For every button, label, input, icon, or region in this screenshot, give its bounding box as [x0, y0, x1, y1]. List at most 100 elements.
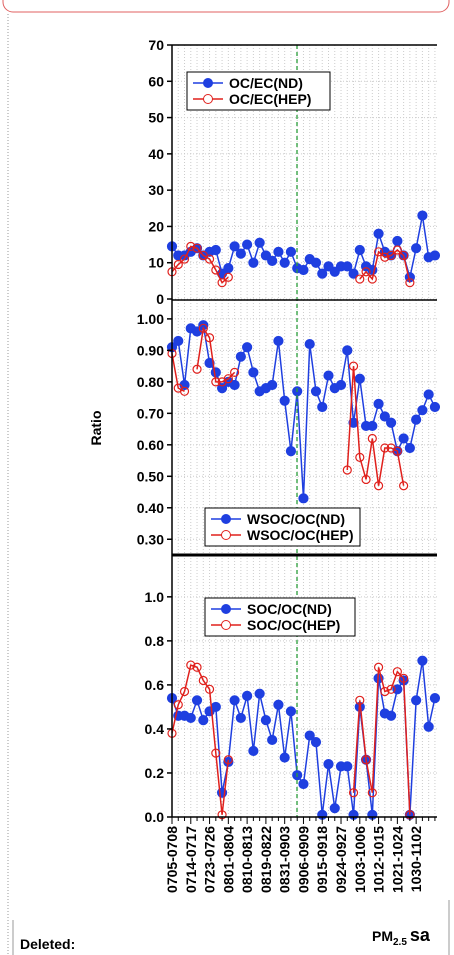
data-point: [380, 686, 390, 697]
data-point: [267, 734, 278, 746]
data-point: [179, 686, 190, 697]
data-point: [373, 398, 384, 409]
y-tick-label: 0.2: [145, 765, 165, 781]
comment-border: [2, 0, 450, 13]
x-tick-label: 0705-0708: [164, 826, 180, 893]
data-point: [235, 248, 246, 259]
x-label-sub: 2.5: [393, 937, 407, 948]
legend-marker: [221, 620, 231, 630]
data-point: [386, 684, 396, 694]
data-point: [285, 706, 297, 717]
data-point: [186, 241, 196, 251]
series-line: [171, 353, 185, 392]
plot: [166, 44, 440, 820]
data-point: [379, 411, 390, 422]
data-point: [211, 265, 221, 275]
y-tick-label: 0.70: [137, 405, 164, 421]
data-point: [192, 243, 202, 253]
data-point: [285, 246, 297, 257]
data-point: [204, 684, 215, 694]
data-point: [298, 264, 309, 276]
legend-box: [186, 71, 331, 111]
data-point: [192, 364, 202, 374]
data-point: [329, 803, 340, 814]
y-tick-label: 0.30: [137, 531, 164, 547]
deleted-note: Deleted:: [20, 936, 75, 952]
data-point: [348, 788, 359, 798]
data-point: [204, 333, 215, 343]
data-point: [298, 778, 309, 790]
data-point: [386, 250, 396, 261]
data-point: [223, 272, 233, 282]
data-point: [411, 243, 422, 254]
data-point: [355, 274, 365, 284]
data-point: [210, 367, 221, 378]
data-point: [423, 389, 434, 400]
legend-marker: [221, 514, 231, 524]
data-point: [198, 675, 208, 686]
data-point: [216, 383, 228, 394]
data-point: [192, 662, 202, 672]
x-tick-label: 1030-1102: [408, 826, 424, 892]
data-point: [173, 259, 183, 270]
data-point: [386, 417, 397, 428]
data-point: [373, 228, 384, 239]
legend-marker: [203, 94, 213, 104]
data-point: [323, 261, 334, 272]
x-tick-label: 0906-0909: [295, 826, 311, 893]
data-point: [392, 667, 402, 677]
data-point: [204, 357, 215, 369]
data-point: [173, 700, 183, 710]
data-point: [254, 688, 265, 699]
data-point: [392, 446, 402, 456]
x-tick-label: 0714-0717: [183, 826, 199, 893]
data-point: [392, 235, 403, 247]
data-point: [211, 377, 221, 387]
data-point: [342, 261, 353, 272]
data-point: [223, 755, 233, 765]
data-point: [429, 250, 440, 261]
data-point: [242, 239, 253, 250]
data-point: [260, 715, 271, 726]
data-point: [423, 721, 434, 732]
data-point: [323, 759, 334, 770]
data-point: [348, 268, 359, 279]
data-point: [273, 335, 284, 347]
y-tick-label: 0.0: [145, 809, 165, 825]
data-point: [229, 379, 240, 391]
x-tick-label: 0924-0927: [333, 826, 349, 893]
data-point: [404, 442, 415, 454]
legend-marker: [221, 530, 231, 540]
data-point: [229, 241, 240, 252]
data-point: [260, 250, 271, 261]
y-tick-label: 60: [148, 73, 164, 89]
y-tick-label: 0: [156, 291, 164, 307]
data-point: [367, 433, 377, 444]
data-point: [411, 695, 422, 706]
data-point: [210, 244, 221, 256]
data-point: [279, 257, 290, 268]
x-tick-label: 1021-1024: [389, 826, 405, 893]
data-point: [235, 351, 246, 362]
y-tick-label: 0.90: [137, 342, 164, 358]
x-tick-label: 0915-0918: [314, 826, 330, 893]
data-point: [323, 370, 334, 381]
series-line: [196, 326, 236, 383]
series-line: [346, 366, 405, 486]
data-point: [355, 452, 365, 463]
data-point: [273, 246, 284, 257]
data-point: [310, 386, 322, 397]
data-point: [373, 481, 384, 491]
data-point: [267, 379, 278, 391]
data-point: [342, 345, 353, 356]
y-tick-label: 0.60: [137, 437, 164, 453]
data-point: [279, 752, 290, 763]
legend-box: [204, 597, 356, 637]
legend-label: WSOC/OC(HEP): [247, 527, 354, 543]
data-point: [223, 374, 233, 384]
data-point: [217, 278, 227, 288]
data-point: [248, 367, 259, 378]
data-point: [417, 655, 428, 666]
y-tick-label: 0.80: [137, 374, 164, 390]
